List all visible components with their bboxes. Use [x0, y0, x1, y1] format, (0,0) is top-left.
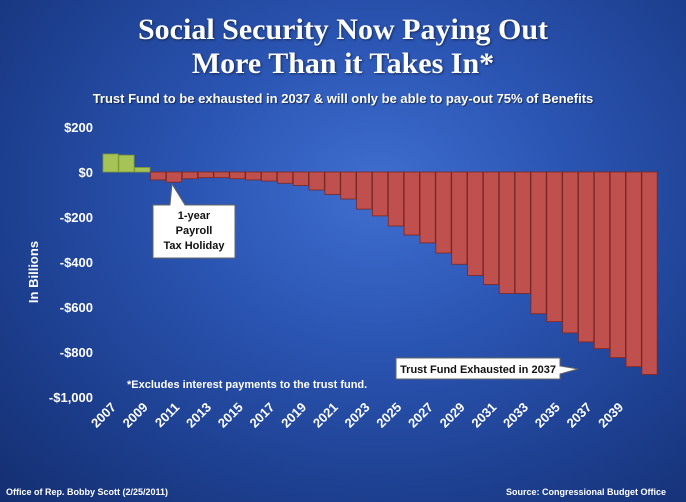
y-axis-label: In Billions: [26, 241, 41, 303]
interest-footnote: *Excludes interest payments to the trust…: [127, 379, 367, 391]
x-tick-label: 2013: [183, 400, 214, 431]
bar-2030: [467, 171, 484, 276]
bars-group: [102, 153, 658, 375]
x-tick-label: 2009: [120, 400, 151, 431]
x-tick-label: 2023: [342, 400, 373, 431]
bar-2011: [165, 171, 183, 183]
x-tick-label: 2037: [563, 400, 594, 431]
bar-2026: [403, 171, 420, 236]
x-tick-label: 2039: [595, 400, 626, 431]
bar-2029: [451, 171, 468, 265]
bar-2032: [498, 171, 515, 294]
y-tick-label: -$1,000: [49, 390, 93, 405]
bar-2025: [387, 171, 404, 227]
bar-2024: [372, 171, 389, 217]
bar-2035: [546, 171, 563, 323]
bar-2020: [308, 171, 325, 191]
bar-2009: [134, 167, 151, 173]
bar-extra-34: [641, 171, 658, 375]
bar-2040: [625, 171, 642, 368]
x-tick-label: 2021: [310, 400, 341, 431]
footer-source: Source: Congressional Budget Office: [505, 487, 666, 497]
x-tick-label: 2031: [468, 400, 499, 431]
x-tick-label: 2011: [152, 400, 183, 431]
bar-2019: [292, 171, 309, 186]
bar-2010: [150, 171, 167, 181]
bar-2016: [245, 171, 262, 181]
bar-2033: [514, 171, 531, 294]
footer-credit: Office of Rep. Bobby Scott (2/25/2011): [6, 487, 169, 497]
bar-2028: [435, 171, 452, 254]
exhausted-callout-box: [395, 357, 579, 380]
exhausted-callout-text: Trust Fund Exhausted in 2037: [400, 364, 556, 376]
payroll-callout-box: [152, 182, 236, 259]
bar-2007: [102, 153, 119, 173]
bar-2013: [197, 171, 214, 179]
x-tick-label: 2015: [215, 400, 246, 431]
payroll-holiday-callout: 1-year Payroll Tax Holiday: [152, 182, 236, 259]
bar-2021: [324, 171, 341, 195]
payroll-callout-line-1: 1-year: [178, 210, 211, 222]
bar-2015: [229, 171, 246, 180]
exhausted-callout: Trust Fund Exhausted in 2037: [395, 357, 579, 380]
bar-2036: [562, 171, 579, 334]
bar-2014: [213, 171, 230, 179]
chart-title-line-1: Social Security Now Paying Out: [138, 13, 548, 46]
y-tick-label: $0: [79, 165, 93, 180]
bar-2034: [530, 171, 547, 315]
bar-2022: [340, 171, 357, 200]
bar-2023: [356, 171, 373, 210]
bar-2012: [181, 171, 198, 180]
payroll-callout-line-3: Tax Holiday: [164, 240, 226, 252]
bar-2031: [482, 171, 500, 285]
x-tick-label: 2017: [246, 400, 277, 431]
x-tick-label: 2035: [532, 400, 563, 431]
bar-2039: [609, 171, 626, 359]
x-tick-label: 2027: [405, 400, 436, 431]
bar-2017: [261, 171, 278, 182]
y-tick-label: -$400: [60, 255, 93, 270]
x-tick-label: 2029: [437, 400, 468, 431]
y-tick-label: -$800: [60, 345, 93, 360]
bar-2008: [118, 154, 135, 173]
chart-title-line-2: More Than it Takes In*: [191, 47, 495, 80]
bar-2018: [276, 171, 294, 184]
y-tick-label: $200: [64, 120, 93, 135]
bar-2027: [419, 171, 436, 244]
chart-subtitle: Trust Fund to be exhausted in 2037 & wil…: [92, 91, 594, 106]
x-tick-labels: 2007 2009 2011 2013 2015 2017 2019 2021 2023 2025…: [88, 400, 626, 431]
payroll-callout-line-2: Payroll: [176, 225, 213, 237]
y-tick-labels: $200 $0 -$200 -$400 -$600 -$800 -$1,000: [49, 120, 93, 405]
bar-2037: [578, 171, 595, 343]
x-tick-label: 2033: [500, 400, 531, 431]
y-tick-label: -$600: [60, 300, 93, 315]
x-tick-label: 2019: [278, 400, 309, 431]
bar-2038: [593, 171, 610, 350]
y-tick-label: -$200: [60, 210, 93, 225]
x-tick-label: 2025: [373, 400, 404, 431]
